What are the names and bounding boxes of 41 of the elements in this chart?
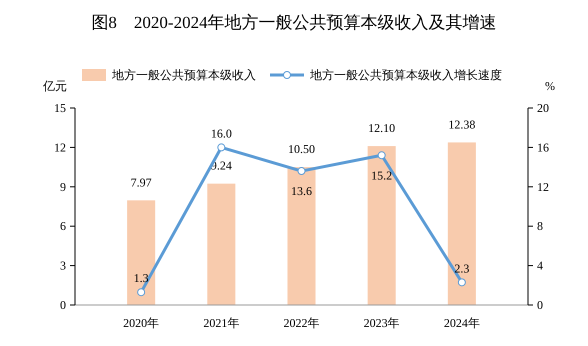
y-tick-label: 9 xyxy=(60,180,66,194)
bar xyxy=(127,200,156,305)
x-tick-label: 2020年 xyxy=(123,316,160,330)
y2-tick-label: 12 xyxy=(537,180,549,194)
x-tick-label: 2023年 xyxy=(364,316,400,330)
x-tick-label: 2024年 xyxy=(444,316,480,330)
y-axis-title: 亿元 xyxy=(42,79,67,93)
data-label: 1.3 xyxy=(134,271,149,286)
y2-axis-title: % xyxy=(545,79,555,93)
y2-tick-label: 0 xyxy=(537,298,543,312)
legend-label: 地方一般公共预算本级收入增长速度 xyxy=(309,68,502,82)
data-label: 12.10 xyxy=(368,121,396,136)
point xyxy=(137,288,146,296)
y-tick-label: 6 xyxy=(60,219,66,234)
y2-tick-label: 4 xyxy=(537,258,543,273)
x-tick-label: 2021年 xyxy=(203,316,240,330)
point xyxy=(217,143,226,152)
y-tick-label: 15 xyxy=(54,101,66,115)
point xyxy=(378,151,386,160)
data-label: 15.2 xyxy=(371,168,392,182)
data-label: 10.50 xyxy=(288,142,315,156)
y2-tick-label: 16 xyxy=(537,140,549,154)
data-label: 7.97 xyxy=(130,175,152,190)
data-label: 12.38 xyxy=(448,117,476,132)
x-tick-label: 2022年 xyxy=(284,316,320,330)
y2-tick-label: 8 xyxy=(537,219,543,234)
data-label: 16.0 xyxy=(210,126,232,140)
y-tick-label: 12 xyxy=(54,140,66,154)
bar xyxy=(448,142,476,305)
y-tick-label: 3 xyxy=(60,258,66,273)
legend-label: 地方一般公共预算本级收入 xyxy=(111,68,256,82)
bar xyxy=(287,167,316,305)
point xyxy=(458,278,466,286)
bar xyxy=(368,146,396,305)
y-tick-label: 0 xyxy=(60,298,66,312)
chart-title: 图8 2020-2024年地方一般公共预算本级收入及其增速 xyxy=(91,13,497,32)
bar xyxy=(207,184,236,305)
y2-tick-label: 20 xyxy=(537,101,549,115)
data-label: 2.3 xyxy=(454,261,470,276)
data-label: 13.6 xyxy=(291,184,312,198)
point xyxy=(298,167,306,176)
